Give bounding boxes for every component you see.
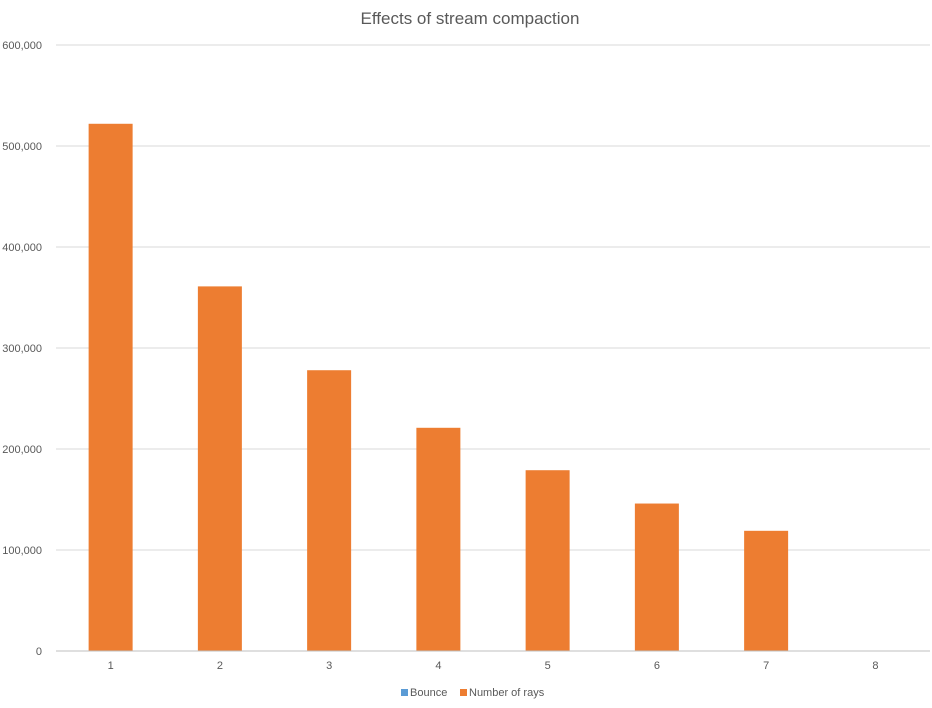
bar-number-of-rays-5	[525, 470, 570, 651]
x-axis-tick-labels: 1 2 3 4 5 6 7 8	[108, 660, 879, 672]
y-tick-label: 100,000	[2, 545, 42, 557]
legend-swatch-bounce	[401, 689, 408, 696]
x-tick-label: 7	[763, 660, 769, 672]
bar-number-of-rays-6	[634, 503, 679, 651]
y-tick-label: 400,000	[2, 242, 42, 254]
x-tick-label: 5	[545, 660, 551, 672]
bar-number-of-rays-1	[88, 123, 133, 651]
x-tick-label: 8	[872, 660, 878, 672]
x-tick-label: 2	[217, 660, 223, 672]
y-axis-tick-labels: 0 100,000 200,000 300,000 400,000 500,000 600,…	[2, 40, 42, 658]
gridlines	[56, 44, 930, 551]
y-tick-label: 0	[36, 646, 42, 658]
bar-number-of-rays-2	[197, 286, 242, 651]
legend-label-number-of-rays: Number of rays	[469, 687, 545, 699]
bars	[88, 123, 789, 651]
y-tick-label: 200,000	[2, 444, 42, 456]
y-tick-label: 600,000	[2, 40, 42, 52]
y-tick-label: 500,000	[2, 141, 42, 153]
legend: Bounce Number of rays	[401, 687, 545, 699]
bar-number-of-rays-4	[416, 427, 461, 651]
x-tick-label: 1	[108, 660, 114, 672]
y-tick-label: 300,000	[2, 343, 42, 355]
chart-title: Effects of stream compaction	[361, 9, 580, 28]
legend-swatch-number-of-rays	[460, 689, 467, 696]
x-tick-label: 6	[654, 660, 660, 672]
x-tick-label: 3	[326, 660, 332, 672]
bar-number-of-rays-7	[744, 530, 789, 651]
x-tick-label: 4	[435, 660, 441, 672]
bar-number-of-rays-3	[307, 370, 352, 651]
legend-label-bounce: Bounce	[410, 687, 447, 699]
